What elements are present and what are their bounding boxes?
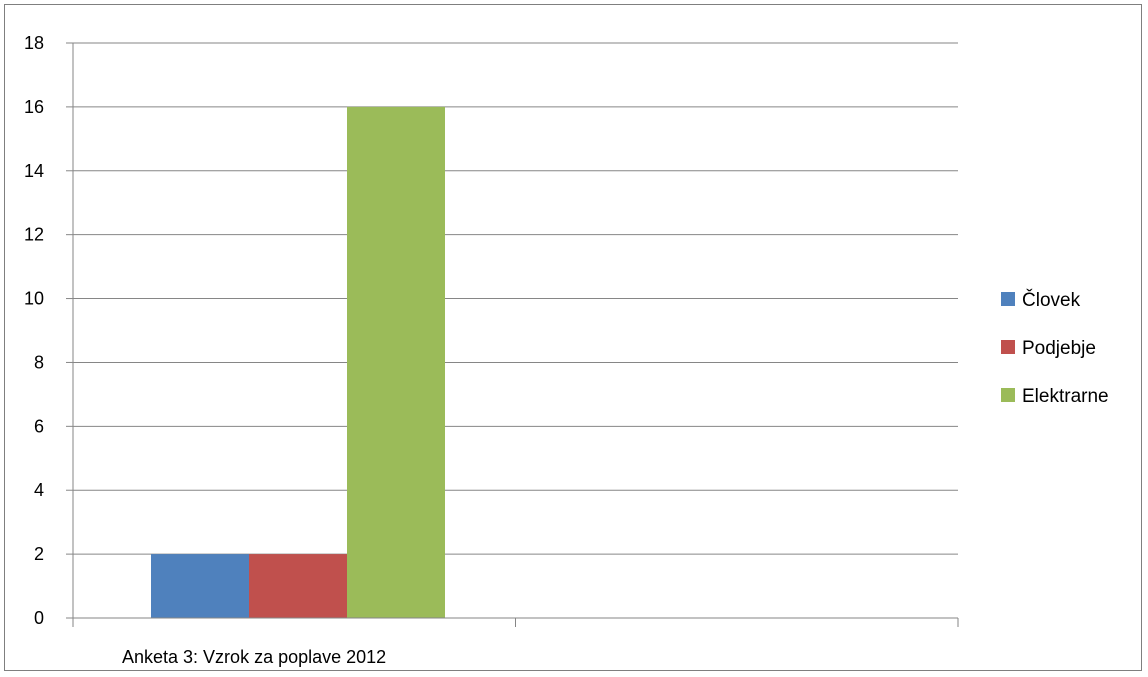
legend: Človek Podjebje Elektrarne (1001, 289, 1109, 407)
legend-label: Elektrarne (1022, 386, 1109, 407)
legend-swatch (1001, 388, 1015, 402)
bar--lovek (151, 554, 249, 618)
legend-label: Podjebje (1022, 338, 1096, 359)
bars (151, 106, 445, 618)
x-category-label: Anketa 3: Vzrok za poplave 2012 (122, 647, 386, 667)
y-tick-label: 6 (34, 416, 44, 436)
y-tick-label: 18 (24, 33, 44, 53)
y-tick-label: 14 (24, 161, 44, 181)
legend-swatch (1001, 340, 1015, 354)
y-tick-label: 4 (34, 480, 44, 500)
y-tick-label: 8 (34, 352, 44, 372)
y-tick-label: 12 (24, 225, 44, 245)
y-tick-label: 2 (34, 544, 44, 564)
bar-podjebje (249, 554, 347, 618)
bar-elektrarne (347, 106, 445, 618)
axes (66, 42, 959, 627)
labels: 0 2 4 6 8 10 12 14 16 18 Anketa 3: Vzrok za poplav… (24, 33, 386, 667)
gridlines (73, 42, 958, 555)
y-tick-label: 10 (24, 289, 44, 309)
y-tick-label: 16 (24, 97, 44, 117)
legend-label: Človek (1022, 289, 1081, 311)
legend-swatch (1001, 292, 1015, 306)
y-tick-label: 0 (34, 608, 44, 628)
